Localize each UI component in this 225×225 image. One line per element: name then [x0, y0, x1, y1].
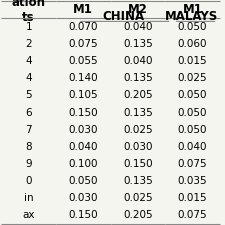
Text: CHINA: CHINA	[103, 10, 145, 23]
Text: MALAYS: MALAYS	[165, 10, 218, 23]
